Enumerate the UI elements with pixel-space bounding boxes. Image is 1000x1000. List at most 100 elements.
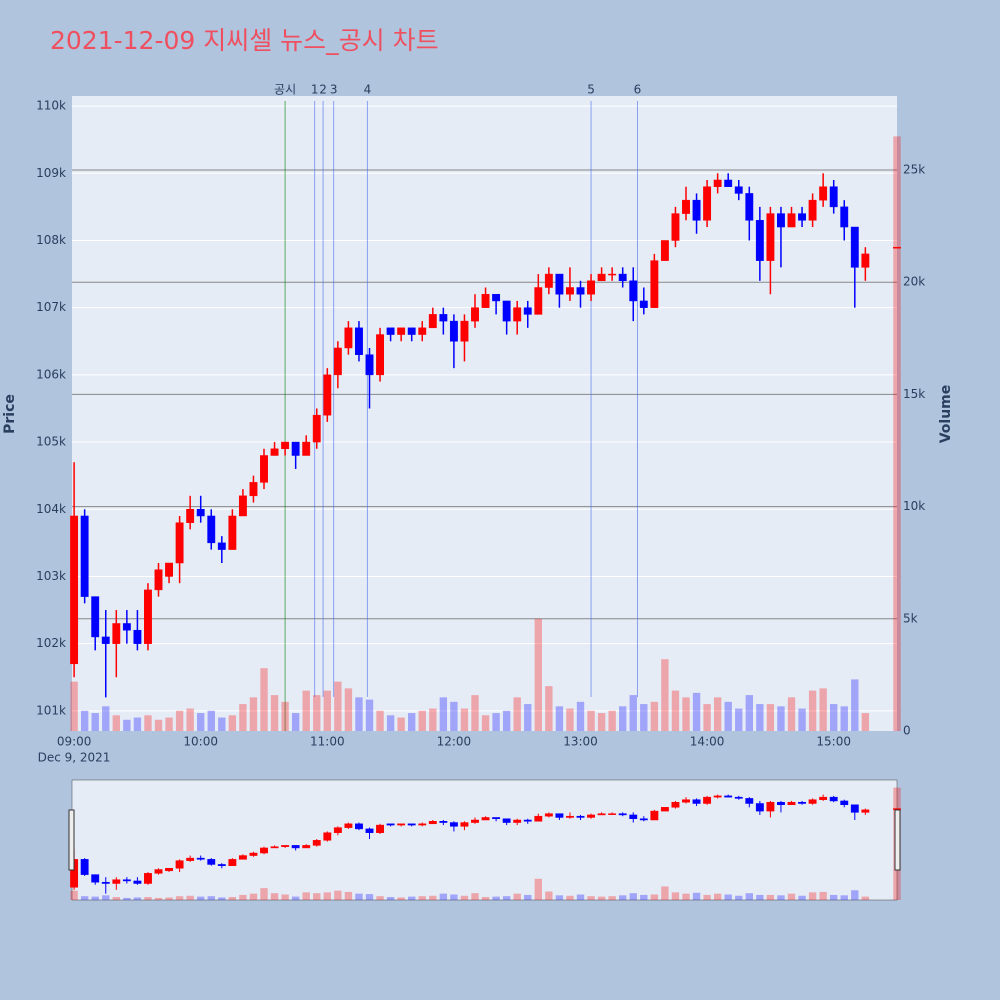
x-tick-label: 13:00 (563, 735, 598, 749)
candle-body (850, 804, 859, 813)
candle-body (861, 809, 870, 813)
candle-body (449, 320, 458, 342)
candle-body (355, 823, 363, 830)
y2-tick-label: 5k (903, 611, 918, 625)
volume-bar (102, 706, 110, 731)
volume-bar (344, 688, 353, 731)
volume-bar (471, 893, 479, 900)
candle-body (777, 213, 785, 228)
candle-body (692, 199, 701, 221)
volume-bar (534, 618, 542, 731)
y-tick-label: 101k (36, 703, 66, 717)
volume-bar (144, 715, 152, 731)
volume-bar (692, 692, 701, 731)
volume-bar (481, 715, 490, 731)
candle-body (597, 813, 606, 816)
volume-bar (334, 890, 342, 900)
volume-bar (830, 704, 838, 731)
volume-bar (80, 710, 89, 731)
volume-bar (281, 701, 289, 731)
candle-body (122, 623, 131, 631)
candle-body (787, 213, 796, 228)
volume-bar (787, 893, 796, 900)
candle-body (492, 817, 501, 819)
candle-body (312, 840, 321, 846)
candle-body (555, 813, 564, 818)
candle-body (154, 569, 163, 591)
candle-body (460, 320, 469, 342)
range-slider[interactable] (71, 779, 898, 901)
candle-body (101, 881, 110, 884)
candle-body (365, 354, 374, 376)
candle-body (861, 253, 870, 268)
candle-body (808, 799, 817, 804)
candle-body (302, 845, 311, 849)
candle-body (260, 455, 268, 483)
volume-bar (239, 704, 247, 731)
volume-bar (724, 701, 732, 731)
volume-bar (576, 894, 585, 900)
candle-body (798, 213, 806, 221)
y-tick-label: 105k (36, 435, 66, 449)
volume-bar (408, 896, 416, 900)
volume-bar (545, 686, 553, 731)
slider-handle[interactable] (894, 809, 901, 871)
candle-body (376, 334, 384, 376)
candle-body (312, 414, 321, 443)
candle-body (238, 495, 247, 517)
volume-bar (302, 690, 310, 731)
volume-bar (334, 681, 342, 731)
volume-bar (429, 708, 437, 731)
y-axis-title: Price (2, 394, 18, 434)
candle-body (207, 859, 216, 865)
volume-bar (703, 894, 711, 900)
news-label: 6 (634, 83, 642, 97)
candle-body (618, 813, 627, 816)
candle-body (365, 828, 374, 833)
volume-bar (808, 690, 817, 731)
candle-body (840, 800, 849, 806)
candle-body (186, 509, 195, 523)
volume-bar (344, 891, 353, 900)
volume-bar (197, 896, 205, 900)
volume-bar (545, 891, 553, 900)
volume-bar (671, 690, 680, 731)
candle-body (481, 293, 490, 308)
candle-body (587, 280, 595, 295)
candle-body (471, 819, 479, 823)
volume-bar (830, 894, 838, 900)
volume-bar (154, 719, 163, 731)
volume-bar (597, 713, 606, 731)
volume-bar (165, 717, 173, 731)
x-date-label: Dec 9, 2021 (38, 751, 111, 765)
candle-body (576, 815, 585, 818)
slider-handle[interactable] (68, 809, 75, 871)
volume-bar (218, 717, 226, 731)
volume-bar (745, 893, 753, 900)
y2-axis-title: Volume (938, 385, 954, 444)
candle-body (798, 801, 806, 804)
volume-bar (661, 886, 669, 900)
candle-body (228, 859, 237, 866)
volume-bar (502, 896, 511, 900)
candle-body (787, 801, 796, 806)
volume-bar (787, 697, 796, 731)
volume-bar (840, 706, 848, 731)
volume-bar (397, 897, 405, 900)
volume-bar (629, 893, 637, 900)
candle-body (238, 855, 247, 860)
candle-body (80, 515, 89, 597)
volume-bar (756, 704, 764, 731)
candle-body (618, 273, 627, 282)
candle-body (460, 822, 469, 827)
y2-tick-label: 15k (903, 387, 925, 401)
volume-bar (123, 719, 131, 731)
candle-body (777, 801, 785, 806)
volume-bar (893, 136, 901, 732)
candle-body (692, 799, 701, 804)
volume-bar (471, 695, 479, 731)
volume-bar (323, 690, 331, 731)
candle-body (281, 441, 290, 450)
volume-bar (175, 710, 184, 731)
volume-bar (102, 895, 110, 900)
